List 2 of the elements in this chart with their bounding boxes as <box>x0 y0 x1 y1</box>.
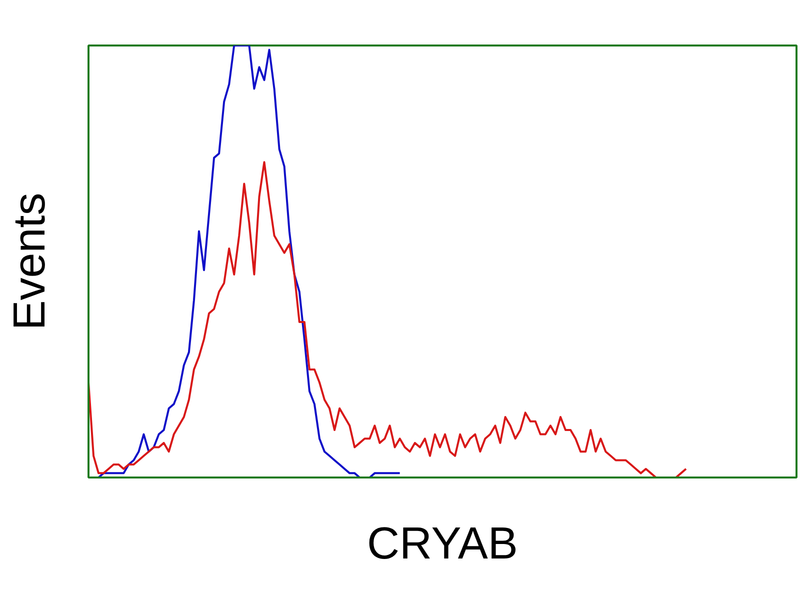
y-axis-title: Events <box>4 192 54 330</box>
x-axis-title: CRYAB <box>367 518 518 568</box>
